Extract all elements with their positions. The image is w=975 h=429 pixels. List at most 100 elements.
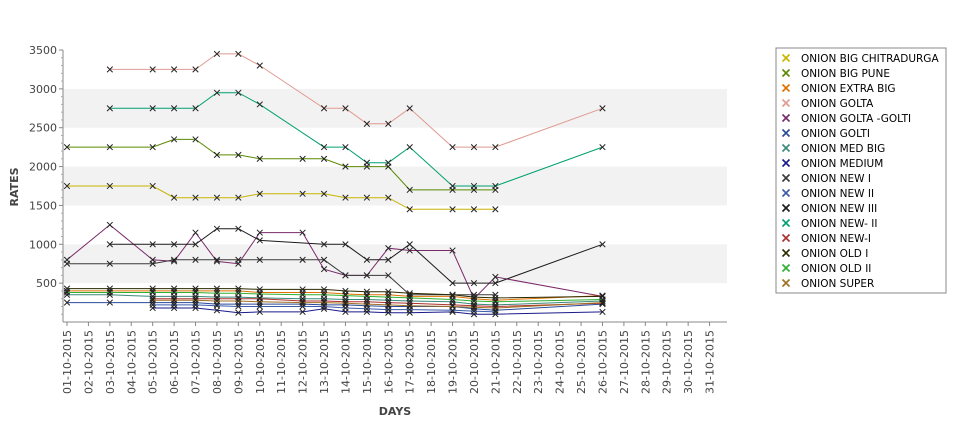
data-point [106,260,113,267]
data-point [320,291,328,298]
data-point [106,105,113,112]
data-point [256,298,263,305]
data-point [149,260,156,267]
data-point [63,182,71,190]
data-point [599,105,606,112]
data-point [363,256,371,263]
data-point [470,206,478,213]
series [106,50,606,151]
series-line [152,307,603,315]
legend-entry: ONION OLD I [801,248,868,260]
data-point [363,305,371,312]
y-tick-label: 1500 [29,199,57,212]
x-tick-label: 03-10-2015 [104,330,117,394]
x-tick-label: 25-10-2015 [575,330,588,394]
y-axis-label: RATES [8,167,21,206]
x-tick-label: 06-10-2015 [168,330,181,394]
legend-entry: ONION NEW II [801,188,874,200]
x-tick-label: 18-10-2015 [425,330,438,394]
series-line [109,228,603,284]
x-ticks: 01-10-2015 02-10-2015 03-10-2015 04-10-2015… [61,322,717,394]
series-line [67,294,603,306]
y-tick-label: 2000 [29,161,57,174]
data-point [342,292,349,299]
data-point [235,309,242,316]
data-point [63,289,71,296]
data-point [235,89,242,96]
legend-marker [781,173,791,183]
data-point [106,299,113,306]
data-point [363,272,371,279]
data-point [63,143,71,151]
legend-marker [781,188,791,198]
legend-entry: ONION BIG PUNE [801,68,890,80]
data-point [449,206,456,213]
data-point [342,194,349,201]
data-point [320,190,328,197]
data-point [449,143,456,151]
legend-entry: ONION SUPER [801,278,874,290]
x-tick-label: 31-10-2015 [704,330,717,394]
data-point [406,186,413,194]
data-point [213,297,221,305]
data-point [385,306,392,313]
data-point [363,293,371,300]
data-point [363,159,371,166]
series-layer [63,50,606,318]
data-point [320,105,328,112]
legend-entry: ONION GOLTA -GOLTI [801,113,911,125]
data-point [192,105,199,112]
data-point [170,66,178,73]
data-point [406,302,413,309]
data-point [192,194,199,201]
data-point [385,120,392,127]
x-tick-label: 15-10-2015 [361,330,374,394]
data-point [599,299,606,306]
data-point [406,241,413,248]
data-point [256,155,263,162]
data-point [170,136,178,143]
data-point [149,297,156,304]
legend-entry: ONION EXTRA BIG [801,83,896,95]
legend-entry: ONION GOLTA [801,98,874,110]
data-point [235,297,242,305]
data-point [385,293,392,301]
data-point [363,120,371,127]
legend-marker [781,263,791,273]
data-point [492,273,499,281]
data-point [170,289,178,296]
x-tick-label: 04-10-2015 [125,330,138,394]
data-point [149,289,156,296]
series [149,304,606,318]
series [149,297,606,312]
grid-bands [63,50,727,322]
x-tick-label: 14-10-2015 [339,330,352,394]
data-point [342,300,349,307]
x-tick-label: 28-10-2015 [639,330,652,394]
data-point [106,143,113,151]
legend-marker [781,278,791,288]
data-point [385,245,392,252]
data-point [320,266,328,273]
y-tick-label: 1000 [29,238,57,251]
data-point [106,289,113,296]
data-point [235,50,242,58]
x-tick-label: 02-10-2015 [82,330,95,394]
legend-marker [781,53,791,63]
data-point [63,260,71,267]
data-point [449,296,456,303]
data-point [363,288,371,295]
y-tick-label: 3000 [29,83,57,96]
x-tick-label: 07-10-2015 [190,330,203,394]
data-point [470,304,478,311]
data-point [385,288,392,295]
legend-entry: ONION MED BIG [801,143,885,155]
x-tick-label: 09-10-2015 [232,330,245,394]
data-point [342,143,349,151]
x-tick-label: 13-10-2015 [318,330,331,394]
legend-entry: ONION GOLTI [801,128,870,140]
series [63,289,606,305]
data-point [342,304,349,312]
data-point [342,241,349,248]
series [63,182,499,213]
